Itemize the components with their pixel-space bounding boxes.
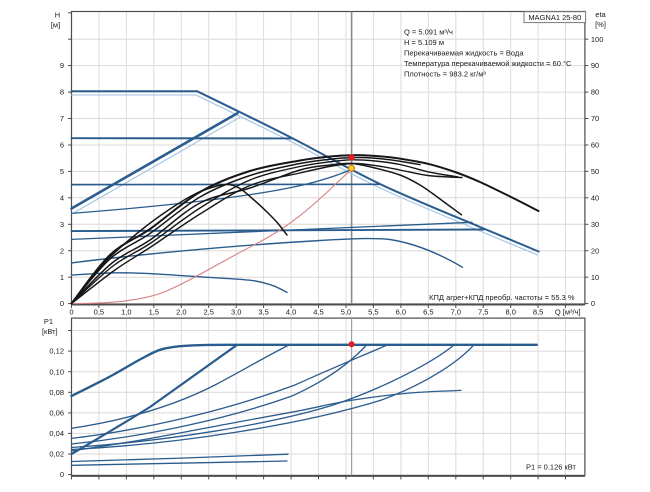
svg-text:0: 0: [591, 299, 595, 308]
svg-text:eta: eta: [595, 10, 606, 19]
svg-text:9: 9: [60, 61, 64, 70]
svg-text:0,5: 0,5: [94, 308, 104, 317]
svg-text:Перекачиваемая жидкость = Вода: Перекачиваемая жидкость = Вода: [404, 48, 524, 57]
svg-text:P1 = 0.126 кВт: P1 = 0.126 кВт: [526, 462, 577, 471]
svg-text:8,5: 8,5: [533, 308, 543, 317]
svg-text:3,0: 3,0: [231, 308, 241, 317]
svg-text:6,0: 6,0: [396, 308, 406, 317]
svg-text:5,0: 5,0: [341, 308, 351, 317]
svg-text:0,06: 0,06: [49, 409, 64, 418]
svg-text:7,0: 7,0: [451, 308, 461, 317]
svg-text:1,0: 1,0: [121, 308, 131, 317]
svg-text:7,5: 7,5: [478, 308, 488, 317]
svg-text:4,5: 4,5: [313, 308, 323, 317]
svg-text:70: 70: [591, 114, 599, 123]
svg-text:8,0: 8,0: [505, 308, 515, 317]
svg-text:H = 5.109 м: H = 5.109 м: [404, 38, 444, 47]
svg-text:7: 7: [60, 114, 64, 123]
svg-text:50: 50: [591, 167, 599, 176]
svg-text:0: 0: [60, 299, 64, 308]
svg-text:30: 30: [591, 220, 599, 229]
svg-text:90: 90: [591, 61, 599, 70]
svg-text:[кВт]: [кВт]: [42, 327, 58, 336]
svg-text:80: 80: [591, 88, 599, 97]
svg-text:3,5: 3,5: [258, 308, 268, 317]
svg-text:10: 10: [591, 273, 599, 282]
svg-text:0,10: 0,10: [49, 367, 64, 376]
svg-text:[м]: [м]: [51, 20, 60, 29]
svg-text:2,0: 2,0: [176, 308, 186, 317]
svg-text:H: H: [55, 11, 60, 20]
svg-text:0: 0: [69, 308, 73, 317]
svg-text:Q = 5.091 м³/ч: Q = 5.091 м³/ч: [404, 27, 453, 36]
svg-text:0,02: 0,02: [49, 450, 64, 459]
svg-text:2: 2: [60, 246, 64, 255]
svg-text:[%]: [%]: [595, 20, 606, 29]
svg-text:6: 6: [60, 141, 64, 150]
svg-text:Плотность = 983.2 кг/м³: Плотность = 983.2 кг/м³: [404, 69, 486, 78]
svg-text:1: 1: [60, 273, 64, 282]
svg-text:1,5: 1,5: [149, 308, 159, 317]
svg-text:60: 60: [591, 141, 599, 150]
svg-text:0,12: 0,12: [49, 347, 64, 356]
svg-text:0: 0: [60, 470, 64, 479]
svg-text:6,5: 6,5: [423, 308, 433, 317]
svg-text:Температура перекачиваемой жид: Температура перекачиваемой жидкости = 60…: [404, 59, 572, 68]
svg-text:20: 20: [591, 246, 599, 255]
svg-text:4,0: 4,0: [286, 308, 296, 317]
svg-text:MAGNA1 25-80: MAGNA1 25-80: [528, 13, 581, 22]
svg-text:40: 40: [591, 193, 599, 202]
svg-text:4: 4: [60, 193, 64, 202]
svg-text:8: 8: [60, 88, 64, 97]
svg-text:0,04: 0,04: [49, 429, 64, 438]
svg-text:5: 5: [60, 167, 64, 176]
svg-text:2,5: 2,5: [203, 308, 213, 317]
svg-text:Q [м³/ч]: Q [м³/ч]: [555, 308, 581, 317]
svg-text:0,08: 0,08: [49, 388, 64, 397]
svg-text:КПД агрег+КПД преобр. частоты: КПД агрег+КПД преобр. частоты = 55.3 %: [429, 293, 575, 302]
svg-text:5,5: 5,5: [368, 308, 378, 317]
svg-text:P1: P1: [44, 317, 53, 326]
svg-text:3: 3: [60, 220, 64, 229]
svg-text:100: 100: [591, 35, 604, 44]
